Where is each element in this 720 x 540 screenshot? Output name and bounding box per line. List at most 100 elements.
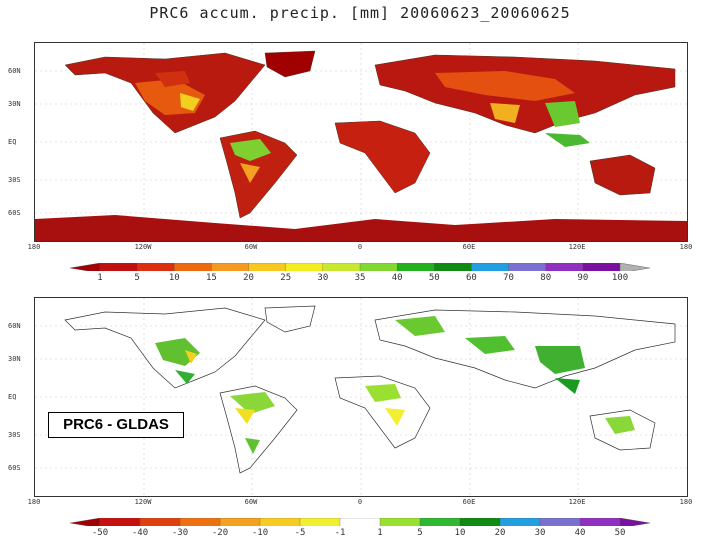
lat-label: 30S [8,431,21,439]
colorbar-segment [179,518,221,526]
colorbar-segment [434,263,473,271]
precip-colorbar [70,263,650,271]
lon-label: 60W [244,498,258,506]
difference-map-canvas [35,298,687,496]
colorbar-tick-label: 60 [466,273,477,283]
lat-label: 30N [8,100,21,108]
colorbar-segment [99,518,141,526]
colorbar-tick-label: 20 [243,273,254,283]
colorbar-segment [139,518,181,526]
colorbar-tick-label: 30 [317,273,329,283]
colorbar-tick-label: 1 [97,273,103,283]
colorbar-segment [322,263,361,271]
colorbar-tick-label: 15 [206,273,217,283]
colorbar-tick-label: 10 [168,273,180,283]
colorbar-segment [219,518,261,526]
colorbar-segment [359,263,398,271]
colorbar-tick-label: 25 [280,273,292,283]
colorbar-segment [459,518,501,526]
colorbar-tick-label: 5 [134,273,140,283]
colorbar-segment [259,518,301,526]
colorbar-segment [174,263,213,271]
colorbar-end [70,518,101,526]
lon-label: 60E [462,498,476,506]
colorbar-segment [99,263,138,271]
colorbar-tick-label: -50 [91,528,109,538]
colorbar-segment [582,263,621,271]
colorbar-tick-label: 10 [454,528,466,538]
north-america-outline [64,307,266,389]
south-america-outline [219,385,298,474]
colorbar-segment [285,263,324,271]
lat-label: 60N [8,322,21,330]
difference-label: PRC6 - GLDAS [48,412,184,438]
colorbar-tick-label: 80 [540,273,552,283]
lon-label: 60W [244,243,258,251]
colorbar-tick-label: -5 [294,528,306,538]
colorbar-segment [339,518,381,526]
colorbar-tick-label: 35 [354,273,366,283]
lon-label: 120W [134,243,152,251]
lon-label: 180 [679,243,693,251]
colorbar-segment [471,263,510,271]
colorbar-tick-label: 50 [614,528,626,538]
greenland-outline [264,305,316,333]
colorbar-tick-label: 20 [494,528,506,538]
colorbar-tick-label: 90 [577,273,589,283]
greenland-precip [264,50,316,78]
colorbar-tick-label: 30 [534,528,546,538]
colorbar-segment [379,518,421,526]
eurasia-outline [374,309,676,389]
lat-label: EQ [8,393,17,401]
colorbar-segment [136,263,175,271]
lat-label: 30N [8,355,21,363]
colorbar-tick-label: 100 [611,273,629,283]
lon-label: 0 [357,243,363,251]
colorbar-end [619,263,650,271]
difference-colorbar [70,518,650,526]
colorbar-end [70,263,101,271]
lon-label: 120E [568,243,586,251]
colorbar-segment [248,263,287,271]
lon-label: 180 [27,243,41,251]
colorbar-tick-label: 50 [428,273,440,283]
precip-map [34,42,688,242]
precip-map-canvas [35,43,687,241]
difference-map [34,297,688,497]
lon-label: 0 [357,498,363,506]
colorbar-tick-label: -1 [334,528,346,538]
colorbar-segment [579,518,621,526]
lon-label: 120W [134,498,152,506]
lon-label: 60E [462,243,476,251]
colorbar-tick-label: 40 [391,273,403,283]
colorbar-tick-label: 40 [574,528,586,538]
lon-label: 180 [27,498,41,506]
africa-precip [334,120,431,194]
lat-label: 60S [8,209,21,217]
colorbar-segment [299,518,341,526]
lat-label: EQ [8,138,17,146]
lon-label: 120E [568,498,586,506]
colorbar-tick-label: -20 [211,528,229,538]
colorbar-tick-label: -30 [171,528,189,538]
colorbar-tick-label: 5 [417,528,423,538]
lat-label: 60N [8,67,21,75]
lon-label: 180 [679,498,693,506]
lat-label: 30S [8,176,21,184]
antarctica-precip [35,215,687,241]
colorbar-tick-label: -40 [131,528,149,538]
colorbar-segment [545,263,584,271]
lat-label: 60S [8,464,21,472]
colorbar-segment [539,518,581,526]
colorbar-segment [419,518,461,526]
colorbar-end [619,518,650,526]
africa-outline [334,375,431,449]
colorbar-segment [211,263,250,271]
colorbar-segment [396,263,435,271]
colorbar-tick-label: 1 [377,528,383,538]
australia-outline [589,409,656,451]
colorbar-segment [508,263,547,271]
colorbar-segment [499,518,541,526]
australia-precip [589,154,656,196]
map-title: PRC6 accum. precip. [mm] 20060623_200606… [149,4,571,22]
